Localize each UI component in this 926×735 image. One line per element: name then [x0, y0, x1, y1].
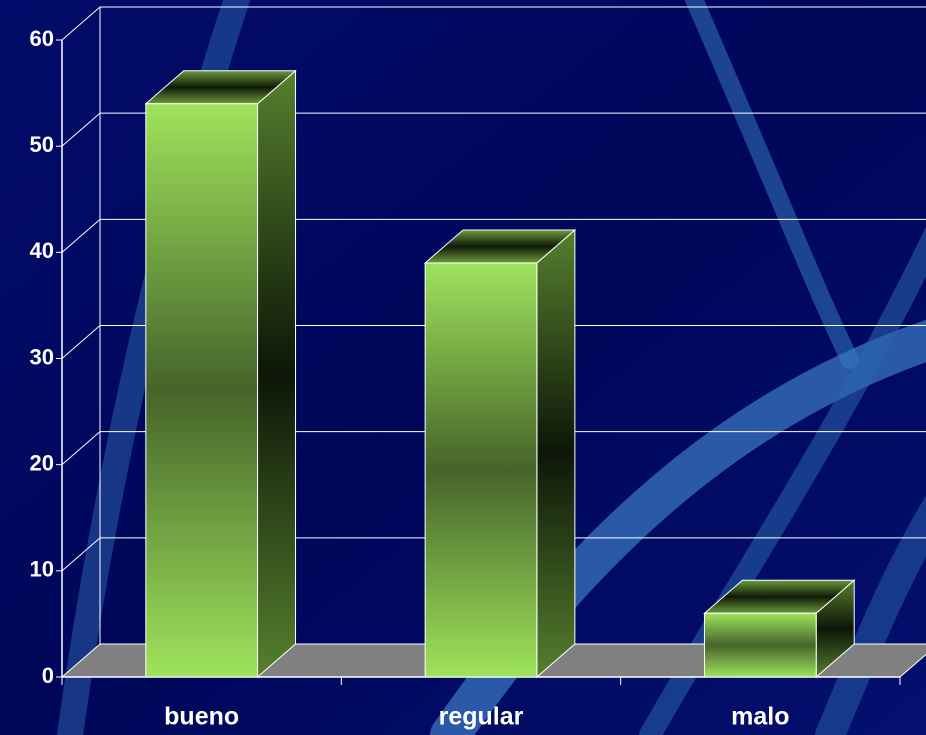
x-tick-label: regular — [439, 703, 524, 731]
y-tick-label: 20 — [30, 450, 54, 475]
bar — [144, 69, 297, 679]
y-tick-label: 30 — [30, 344, 54, 369]
bar-front — [424, 262, 538, 678]
grid-line — [61, 537, 926, 572]
grid-line — [61, 218, 926, 253]
y-tick-label: 0 — [42, 663, 54, 688]
bar — [423, 228, 577, 679]
y-tick-label: 10 — [30, 557, 54, 582]
y-tick-label: 60 — [30, 26, 54, 51]
y-tick-label: 50 — [30, 132, 54, 157]
grid-line — [61, 6, 926, 41]
bar-front — [145, 103, 259, 678]
bar-side — [257, 69, 297, 679]
grid-line — [61, 112, 926, 147]
bar — [703, 579, 856, 679]
x-tick-label: malo — [731, 703, 789, 731]
grid-line — [61, 431, 926, 466]
bar-side — [536, 228, 576, 679]
plot-area: 0 10 20 30 40 50 60 bueno regular malo — [30, 6, 926, 731]
bar-front — [703, 612, 817, 678]
x-tick-label: bueno — [164, 703, 239, 731]
y-tick-label: 40 — [30, 238, 54, 263]
grid-line — [61, 325, 926, 359]
